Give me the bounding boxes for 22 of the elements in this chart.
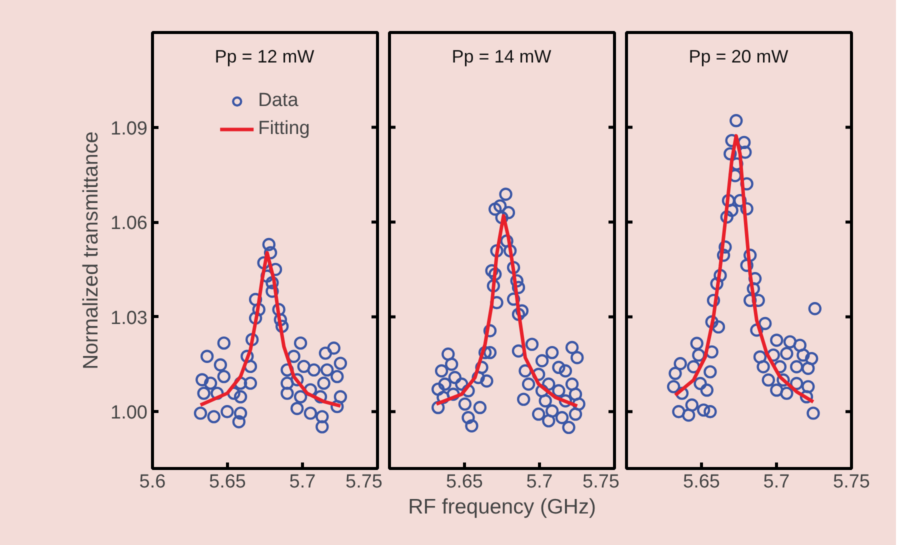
x-tick-label: 5.7 xyxy=(763,472,790,492)
legend-label: Fitting xyxy=(258,118,310,140)
x-tick-label: 5.65 xyxy=(446,472,483,492)
annotation: Pp = 14 mW xyxy=(452,46,552,66)
x-tick-label: 5.65 xyxy=(209,472,246,492)
y-tick-label: 1.03 xyxy=(110,308,148,329)
x-tick-label: 5.7 xyxy=(289,472,316,492)
x-tick-label: 5.65 xyxy=(683,472,720,492)
x-tick-label: 5.75 xyxy=(582,472,620,492)
legend-label: Data xyxy=(258,90,298,112)
y-tick-label: 1.00 xyxy=(110,402,148,424)
x-tick-label: 5.75 xyxy=(833,472,870,492)
annotation: Pp = 20 mW xyxy=(688,46,788,66)
y-tick-label: 1.06 xyxy=(110,213,148,234)
x-tick-label: 5.75 xyxy=(346,472,383,492)
y-tick-label: 1.09 xyxy=(110,118,148,140)
line-series xyxy=(198,250,342,408)
y-axis-title: Normalized transmittance xyxy=(80,131,103,370)
x-tick-label: 5.7 xyxy=(526,472,553,492)
x-axis-title: RF frequency (GHz) xyxy=(408,496,596,518)
annotation: Pp = 12 mW xyxy=(214,46,314,66)
x-tick-label: 5.6 xyxy=(139,472,166,492)
